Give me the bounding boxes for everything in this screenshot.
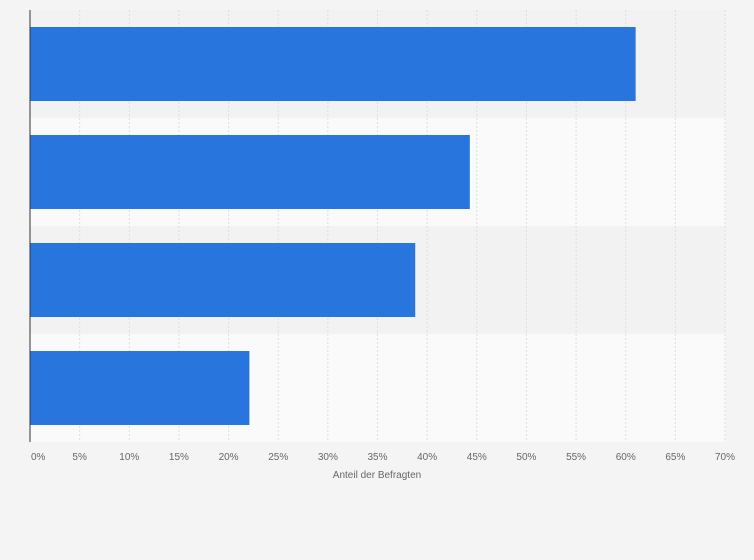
x-axis-title: Anteil der Befragten: [333, 470, 421, 481]
bar[interactable]: [30, 27, 636, 101]
x-tick-label: 20%: [219, 452, 239, 463]
x-tick-label: 30%: [318, 452, 338, 463]
x-tick-label: 45%: [467, 452, 487, 463]
x-tick-label: 15%: [169, 452, 189, 463]
x-tick-label: 5%: [72, 452, 87, 463]
x-tick-labels: 0% 5% 10% 15% 20% 25% 30% 35% 40% 45% 50% 55% 60% 65%…: [31, 452, 735, 463]
x-tick-label: 10%: [119, 452, 139, 463]
bars: [30, 27, 636, 425]
bar[interactable]: [30, 243, 416, 317]
x-tick-label: 50%: [516, 452, 536, 463]
x-tick-label: 55%: [566, 452, 586, 463]
x-tick-label: 65%: [665, 452, 685, 463]
x-tick-label: 35%: [367, 452, 387, 463]
bar[interactable]: [30, 351, 250, 425]
x-tick-label: 40%: [417, 452, 437, 463]
x-tick-label: 60%: [616, 452, 636, 463]
bar[interactable]: [30, 135, 470, 209]
x-tick-label: 25%: [268, 452, 288, 463]
x-tick-label: 70%: [715, 452, 735, 463]
x-tick-label: 0%: [31, 452, 46, 463]
